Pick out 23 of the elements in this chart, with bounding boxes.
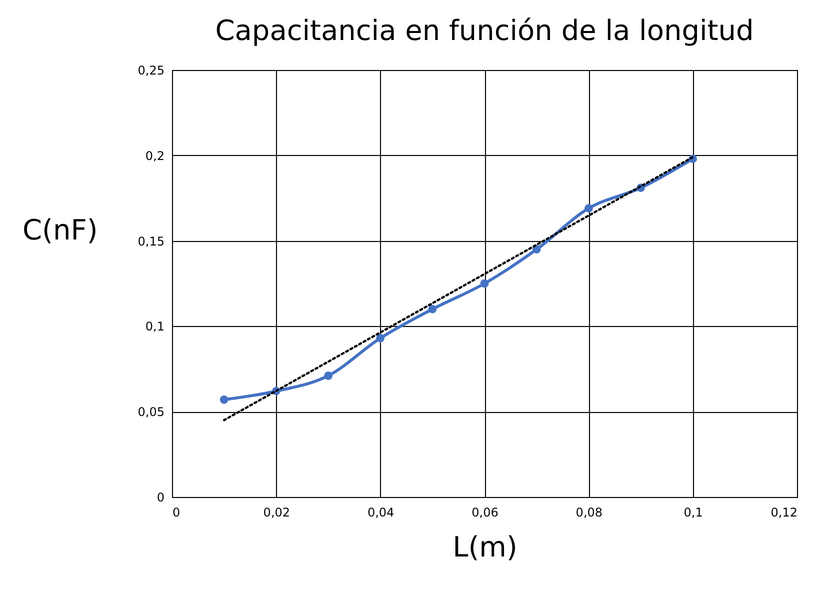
y-tick-label: 0: [156, 490, 164, 504]
x-tick-label: 0: [172, 506, 180, 520]
y-tick-label: 0,1: [145, 320, 164, 334]
x-tick-label: 0,04: [367, 506, 394, 520]
x-tick-label: 0,1: [684, 506, 703, 520]
x-tick-label: 0,02: [263, 506, 290, 520]
point: [584, 204, 593, 213]
y-tick-label: 0,15: [138, 234, 164, 248]
y-axis-title: C(nF): [22, 214, 98, 246]
x-tick-label: 0,06: [472, 506, 498, 520]
chart-title: Capacitancia en función de la longitud: [215, 14, 754, 47]
point: [376, 334, 385, 342]
y-tick-label: 0,2: [145, 148, 164, 163]
x-tick-label: 0,08: [576, 506, 603, 520]
point: [220, 395, 228, 404]
point: [480, 279, 489, 288]
x-tick-label: 0,12: [770, 506, 798, 520]
point: [428, 304, 437, 314]
point: [532, 245, 541, 254]
point: [324, 372, 332, 380]
y-tick-label: 0,05: [138, 405, 164, 420]
x-axis-title: L(m): [452, 530, 518, 564]
y-tick-label: 0,25: [138, 64, 164, 78]
